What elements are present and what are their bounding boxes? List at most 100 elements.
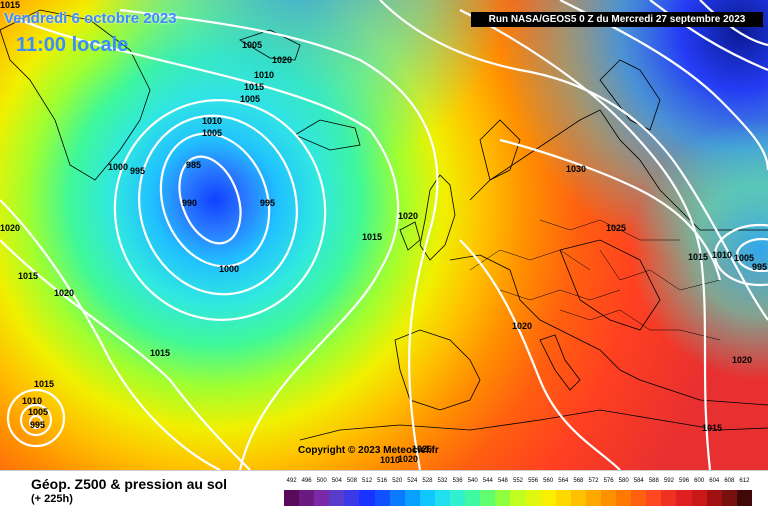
legend-value: 592 (663, 478, 674, 484)
legend-swatch (404, 490, 420, 506)
pressure-label: 995 (260, 198, 275, 208)
legend-swatch (706, 490, 722, 506)
weather-map: 1015 1005 1020 1010 1015 1005 1010 1005 … (0, 0, 768, 470)
legend-value: 580 (618, 478, 629, 484)
pressure-label: 1000 (219, 264, 239, 274)
pressure-label: 1010 (380, 455, 400, 465)
isobars (0, 0, 768, 470)
pressure-label: 1005 (202, 128, 222, 138)
pressure-label: 995 (30, 420, 45, 430)
legend-swatch (329, 490, 345, 506)
pressure-label: 1015 (0, 0, 20, 10)
pressure-label: 1015 (702, 423, 722, 433)
legend-swatch (389, 490, 405, 506)
legend-value: 504 (331, 478, 342, 484)
legend-value: 512 (362, 478, 373, 484)
pressure-label: 1015 (688, 252, 708, 262)
pressure-label: 1010 (712, 250, 732, 260)
pressure-label: 1015 (244, 82, 264, 92)
pressure-label: 990 (182, 198, 197, 208)
legend-value: 544 (482, 478, 493, 484)
pressure-label: 1030 (566, 164, 586, 174)
pressure-label: 1015 (362, 232, 382, 242)
pressure-label: 1015 (34, 379, 54, 389)
pressure-label: 1010 (22, 396, 42, 406)
pressure-label: 1000 (108, 162, 128, 172)
legend-value: 492 (286, 478, 297, 484)
legend-labels: 492 496 500 504 508 512 516 520 524 528 532 536 540 5… (284, 478, 752, 488)
pressure-label: 1005 (242, 40, 262, 50)
legend-swatch (600, 490, 617, 506)
pressure-label: 985 (186, 160, 201, 170)
legend-swatch (465, 490, 481, 506)
legend-swatch (374, 490, 390, 506)
legend-swatch (480, 490, 496, 506)
pressure-label: 1020 (398, 454, 418, 464)
legend-value: 596 (679, 478, 690, 484)
legend-value: 536 (452, 478, 463, 484)
pressure-label: 995 (130, 166, 145, 176)
pressure-label: 1015 (18, 271, 38, 281)
pressure-label: 1020 (512, 321, 532, 331)
legend-value: 588 (648, 478, 659, 484)
legend-swatch (344, 490, 360, 506)
legend-value: 532 (437, 478, 448, 484)
legend-swatch (299, 490, 315, 506)
legend-value: 572 (588, 478, 599, 484)
pressure-label: 1015 (150, 348, 170, 358)
forecast-lead-time: (+ 225h) (31, 493, 73, 505)
pressure-labels: 1015 1005 1020 1010 1015 1005 1010 1005 … (0, 0, 767, 465)
legend-value: 568 (573, 478, 584, 484)
legend-swatch (525, 490, 541, 506)
legend-value: 500 (316, 478, 327, 484)
legend-value: 564 (558, 478, 569, 484)
legend-value: 560 (543, 478, 554, 484)
legend-swatch (284, 490, 300, 506)
legend-value: 516 (377, 478, 388, 484)
legend-swatch (736, 490, 752, 506)
legend-value: 540 (467, 478, 478, 484)
legend-value: 604 (709, 478, 720, 484)
legend-value: 600 (694, 478, 705, 484)
legend-swatch (721, 490, 737, 506)
legend-value: 612 (739, 478, 750, 484)
map-canvas: 1015 1005 1020 1010 1015 1005 1010 1005 … (0, 0, 768, 470)
pressure-label: 1010 (202, 116, 222, 126)
legend-value: 528 (422, 478, 433, 484)
legend-swatch (419, 490, 435, 506)
legend-value: 496 (301, 478, 312, 484)
map-title: Géop. Z500 & pression au sol (31, 476, 228, 492)
pressure-label: 1020 (398, 211, 418, 221)
legend-value: 608 (724, 478, 735, 484)
pressure-label: 1026 (412, 444, 432, 454)
forecast-date: Vendredi 6 octobre 2023 (4, 10, 177, 27)
legend-swatch (570, 490, 586, 506)
legend-value: 520 (392, 478, 403, 484)
pressure-label: 1005 (240, 94, 260, 104)
legend-value: 576 (603, 478, 614, 484)
legend-swatch (585, 490, 601, 506)
legend-swatch (314, 490, 330, 506)
legend-swatch (631, 490, 647, 506)
legend-swatch (510, 490, 526, 506)
copyright-notice: Copyright © 2023 Meteociel.fr (298, 445, 439, 456)
pressure-label: 1010 (254, 70, 274, 80)
borders (469, 219, 721, 341)
pressure-label: 1020 (732, 355, 752, 365)
legend-swatch (434, 490, 451, 506)
legend-swatch (661, 490, 677, 506)
legend-swatch (691, 490, 707, 506)
pressure-label: 1005 (28, 407, 48, 417)
legend-value: 548 (497, 478, 508, 484)
legend-value: 584 (633, 478, 644, 484)
legend-swatch (646, 490, 662, 506)
legend-swatch (359, 490, 375, 506)
pressure-label: 995 (752, 262, 767, 272)
legend-value: 508 (346, 478, 357, 484)
forecast-time: 11:00 locale (16, 34, 129, 56)
pressure-label: 1020 (272, 55, 292, 65)
color-scale-legend: 492 496 500 504 508 512 516 520 524 528 532 536 540 5… (284, 478, 752, 508)
legend-swatch (540, 490, 556, 506)
legend-swatch (616, 490, 632, 506)
legend-swatch (676, 490, 692, 506)
